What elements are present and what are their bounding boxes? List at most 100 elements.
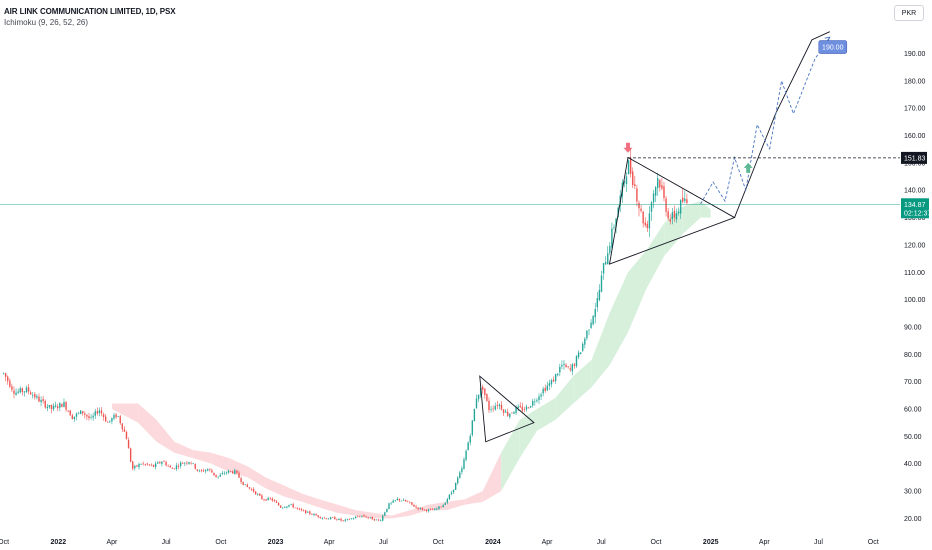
candle	[667, 208, 669, 221]
candle	[509, 413, 511, 420]
candle-body	[502, 409, 505, 413]
candle	[290, 503, 292, 506]
candle	[336, 518, 338, 521]
candle-body	[304, 510, 307, 514]
candle-body	[327, 518, 330, 520]
x-tick-label: Oct	[0, 539, 9, 546]
candle-body	[44, 400, 46, 408]
y-tick-label: 100.00	[904, 297, 926, 304]
candle	[482, 384, 484, 394]
candle	[242, 481, 244, 486]
x-tick-label: Jul	[162, 539, 171, 546]
candle-body	[519, 405, 521, 408]
candle-body	[365, 516, 367, 518]
candle-body	[79, 410, 82, 414]
candle-body	[259, 493, 261, 496]
candle-body	[575, 356, 578, 367]
candle	[386, 508, 388, 513]
candle-body	[429, 509, 432, 510]
candle	[67, 409, 69, 413]
cloud-segment	[192, 449, 212, 464]
candle-body	[29, 392, 32, 395]
candle-body	[486, 394, 488, 401]
candle	[438, 505, 440, 511]
candle-body	[213, 472, 215, 476]
candle-body	[67, 410, 69, 412]
candle-body	[494, 405, 496, 410]
candle	[507, 408, 509, 417]
candle-body	[534, 401, 536, 403]
candle	[457, 476, 459, 485]
candle-body	[296, 507, 299, 509]
candle	[11, 383, 13, 392]
candle	[671, 207, 674, 225]
candle	[127, 437, 130, 449]
candle	[642, 210, 644, 228]
symbol-title[interactable]: AIR LINK COMMUNICATION LIMITED, 1D, PSX	[4, 7, 176, 16]
candle	[517, 404, 519, 412]
candle-body	[4, 373, 7, 377]
candle-body	[171, 468, 174, 469]
indicator-label[interactable]: Ichimoku (9, 26, 52, 26)	[4, 18, 89, 27]
candle	[134, 464, 136, 471]
candle-body	[579, 352, 582, 355]
cloud-segment	[355, 510, 374, 519]
candle-body	[352, 518, 355, 520]
candle	[436, 507, 438, 511]
candle	[113, 412, 115, 421]
candle-body	[367, 517, 369, 519]
candle-body	[307, 511, 309, 513]
candle	[277, 502, 280, 506]
candles	[2, 148, 688, 523]
candle	[104, 414, 107, 422]
cloud-segment	[446, 499, 465, 511]
candle	[177, 463, 180, 470]
candle	[527, 406, 530, 409]
candle-body	[638, 202, 640, 209]
candle	[382, 514, 384, 522]
candle	[629, 148, 632, 178]
candle-body	[625, 176, 628, 185]
candle-body	[323, 517, 326, 519]
candle	[157, 461, 159, 464]
candle-body	[457, 477, 459, 484]
candle-body	[88, 416, 90, 418]
candle-body	[96, 411, 99, 414]
projection-path	[734, 31, 830, 218]
candle-body	[496, 404, 499, 406]
candle	[607, 246, 609, 265]
candle-body	[282, 507, 284, 509]
candle-body	[321, 517, 324, 519]
candle	[490, 405, 492, 413]
candle-body	[627, 160, 630, 175]
candle-body	[342, 520, 344, 521]
up-arrow-icon	[743, 162, 753, 173]
candle	[296, 507, 299, 510]
candle-body	[65, 402, 67, 410]
candle-body	[257, 494, 259, 495]
candle	[94, 408, 96, 419]
candle-body	[371, 516, 374, 520]
candle	[321, 517, 324, 520]
candle	[473, 408, 476, 422]
candle-body	[642, 211, 644, 224]
candle	[413, 503, 415, 507]
currency-badge[interactable]: PKR	[894, 5, 924, 21]
candle	[79, 410, 82, 415]
candle	[521, 402, 524, 413]
candle-body	[250, 489, 253, 490]
candle	[354, 515, 357, 519]
candle	[598, 284, 601, 302]
candle-body	[146, 463, 149, 465]
cloud-segment	[700, 201, 711, 218]
candle	[588, 329, 590, 336]
candle	[584, 337, 586, 349]
candle-body	[52, 405, 55, 410]
candle-body	[446, 499, 449, 503]
candle	[461, 465, 463, 475]
candle	[54, 401, 57, 408]
candle	[571, 362, 574, 376]
candle	[573, 362, 576, 369]
